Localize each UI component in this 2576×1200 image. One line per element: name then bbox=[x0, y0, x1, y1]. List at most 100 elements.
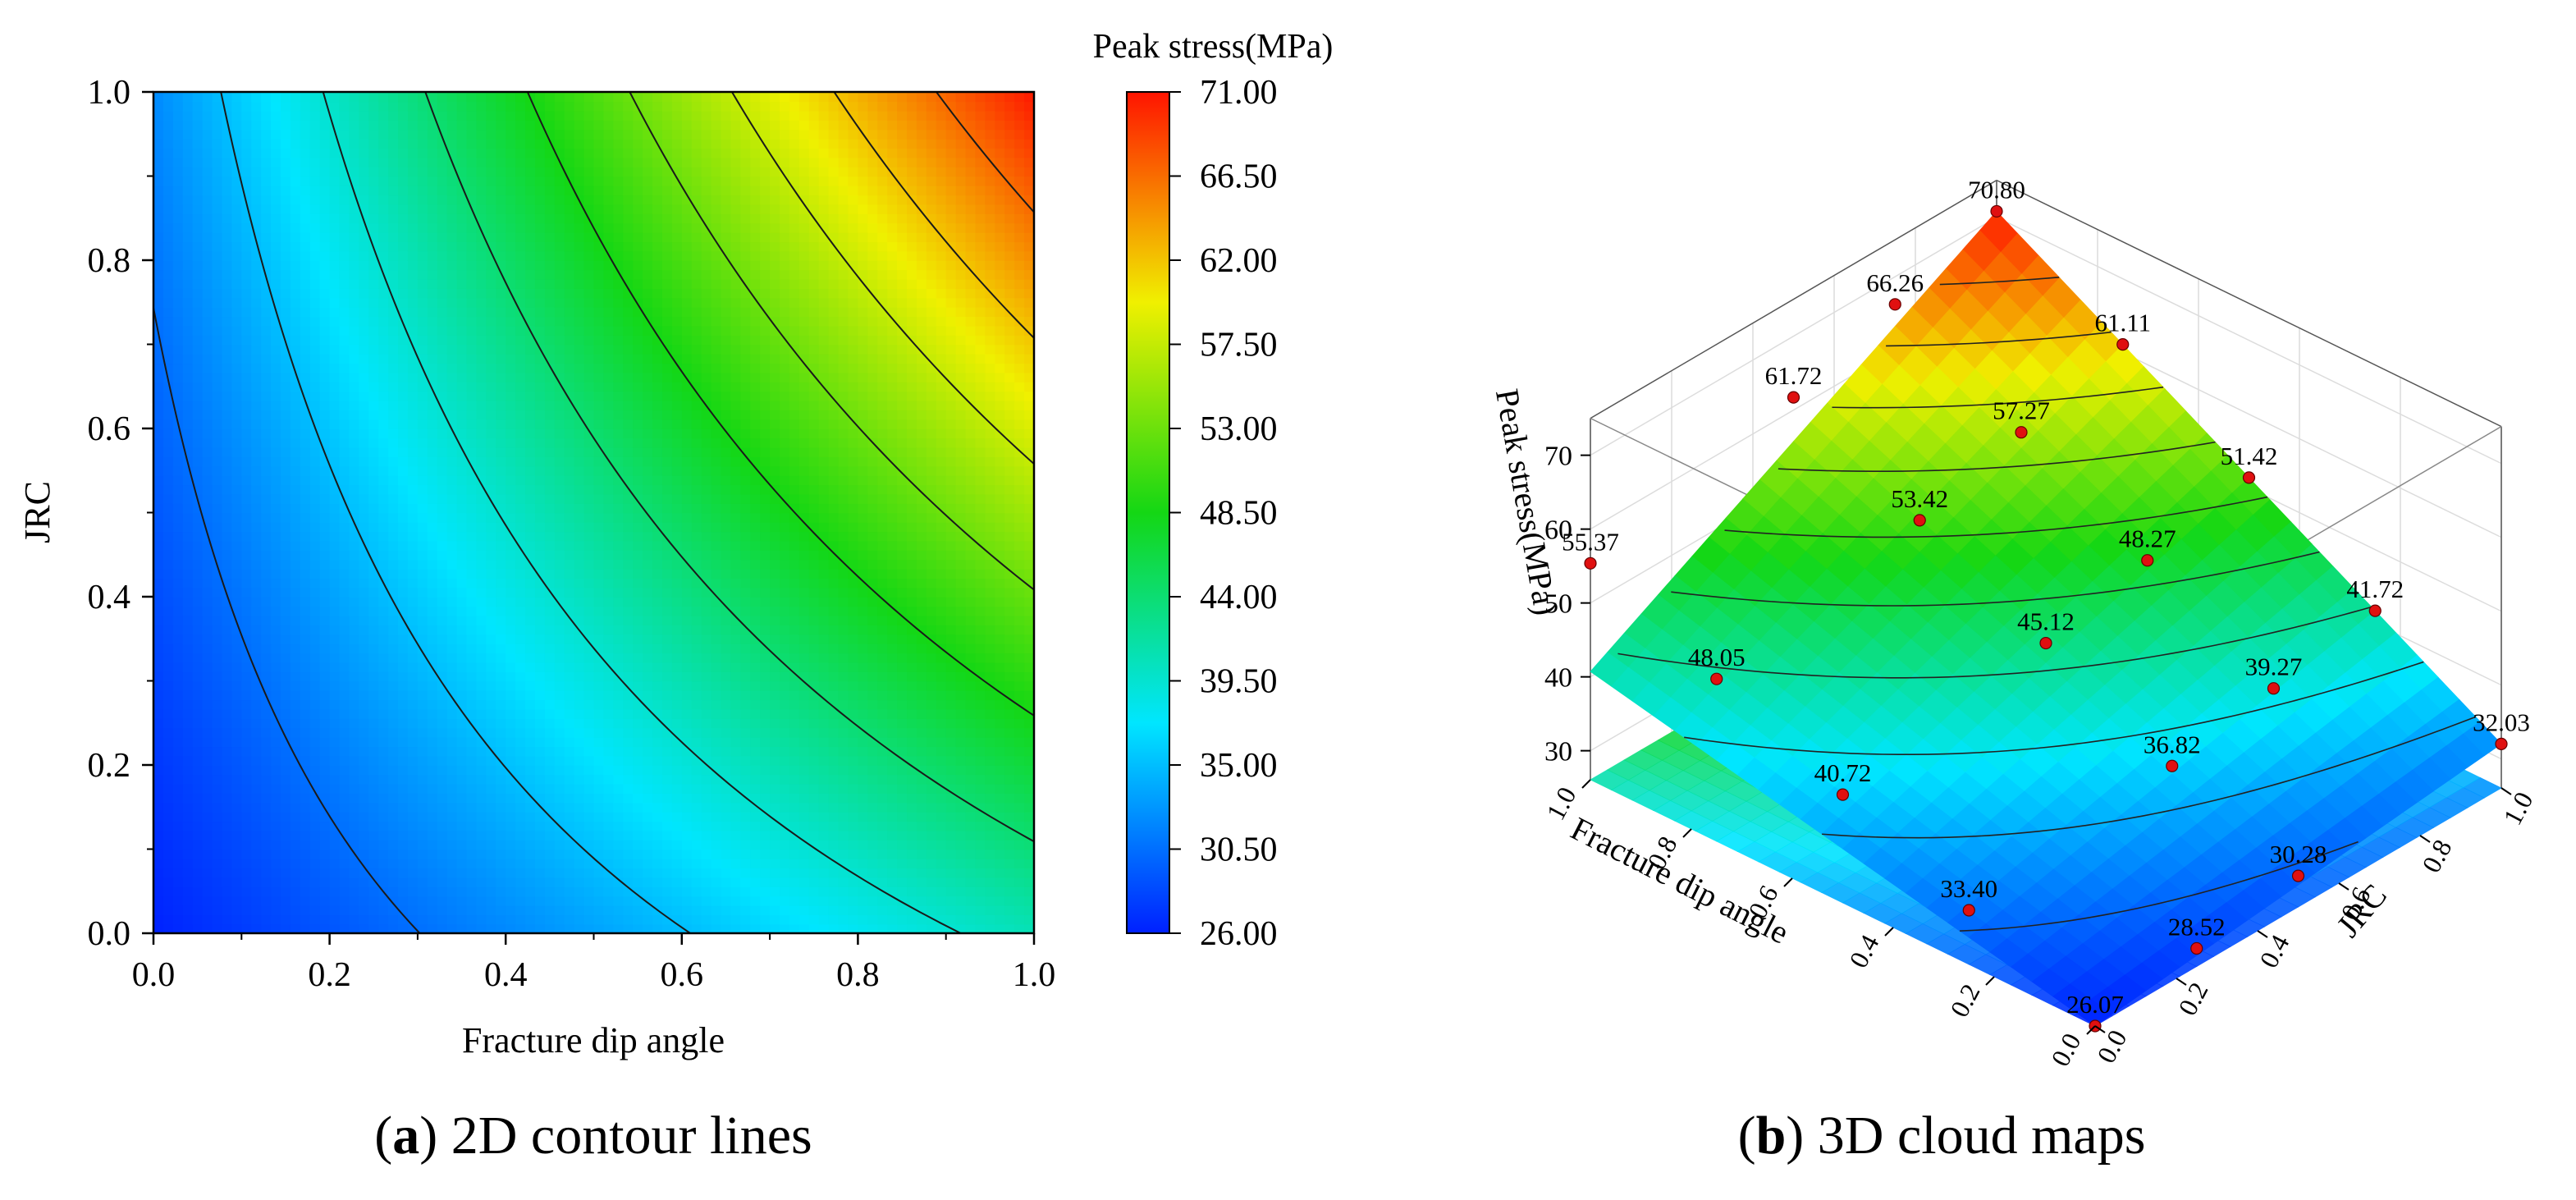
contour-cell bbox=[564, 689, 575, 701]
contour-cell bbox=[564, 391, 575, 401]
contour-cell bbox=[633, 849, 643, 859]
contour-cell bbox=[231, 474, 243, 486]
contour-cell bbox=[643, 521, 653, 533]
contour-cell bbox=[388, 830, 399, 840]
contour-cell bbox=[456, 680, 468, 691]
contour-cell bbox=[554, 484, 565, 495]
contour-cell bbox=[456, 653, 468, 663]
contour-cell bbox=[339, 914, 350, 925]
contour-cell bbox=[241, 176, 253, 186]
contour-cell bbox=[368, 765, 380, 776]
contour-cell bbox=[261, 101, 272, 112]
contour-cell bbox=[202, 269, 213, 280]
contour-cell bbox=[162, 923, 174, 933]
contour-cell bbox=[241, 615, 253, 625]
contour-cell bbox=[456, 634, 468, 644]
contour-cell bbox=[437, 746, 448, 757]
contour-cell bbox=[661, 914, 673, 925]
contour-cell bbox=[446, 671, 458, 682]
contour-cell bbox=[388, 521, 399, 533]
contour-cell bbox=[554, 335, 565, 346]
contour-cell bbox=[506, 231, 516, 243]
contour-cell bbox=[603, 297, 615, 308]
contour-cell bbox=[349, 559, 360, 570]
contour-cell bbox=[671, 886, 683, 897]
contour-cell bbox=[506, 868, 516, 878]
contour-cell bbox=[652, 923, 663, 933]
contour-cell bbox=[633, 634, 643, 644]
contour-cell bbox=[466, 363, 478, 373]
contour-cell bbox=[241, 138, 253, 149]
contour-cell bbox=[574, 316, 585, 327]
contour-cell bbox=[241, 465, 253, 476]
contour-cell bbox=[398, 400, 409, 411]
contour-cell bbox=[339, 774, 350, 785]
contour-cell bbox=[241, 195, 253, 205]
contour-cell bbox=[496, 372, 506, 382]
contour-cell bbox=[427, 167, 438, 177]
contour-cell bbox=[564, 419, 575, 429]
contour-cell bbox=[182, 410, 194, 420]
contour-cell bbox=[309, 727, 321, 738]
contour-cell bbox=[172, 811, 184, 822]
contour-cell bbox=[446, 503, 458, 514]
contour-cell bbox=[349, 120, 360, 131]
contour-cell bbox=[241, 278, 253, 289]
contour-cell bbox=[544, 615, 556, 625]
contour-cell bbox=[251, 382, 262, 392]
contour-cell bbox=[202, 410, 213, 420]
contour-cell bbox=[231, 699, 243, 710]
contour-cell bbox=[515, 101, 526, 112]
contour-cell bbox=[652, 662, 663, 672]
contour-cell bbox=[241, 335, 253, 346]
contour-cell bbox=[309, 148, 321, 158]
contour-cell bbox=[192, 437, 204, 448]
contour-cell bbox=[496, 662, 506, 672]
contour-cell bbox=[222, 886, 233, 897]
contour-cell bbox=[407, 830, 419, 840]
contour-cell bbox=[583, 278, 595, 289]
contour-cell bbox=[574, 802, 585, 813]
contour-cell bbox=[172, 587, 184, 598]
contour-cell bbox=[446, 372, 458, 382]
contour-cell bbox=[202, 718, 213, 729]
contour-cell bbox=[407, 474, 419, 486]
contour-cell bbox=[417, 195, 428, 205]
contour-cell bbox=[525, 708, 536, 719]
contour-cell bbox=[603, 185, 615, 196]
contour-cell bbox=[398, 222, 409, 233]
contour-cell bbox=[212, 222, 223, 233]
contour-cell bbox=[261, 344, 272, 355]
contour-cell bbox=[212, 101, 223, 112]
contour-cell bbox=[515, 278, 526, 289]
contour-cell bbox=[623, 195, 634, 205]
contour-cell bbox=[319, 671, 331, 682]
contour-cell bbox=[661, 606, 673, 616]
contour-cell bbox=[652, 120, 663, 131]
contour-cell bbox=[691, 597, 702, 607]
contour-cell bbox=[583, 288, 595, 299]
contour-cell bbox=[633, 746, 643, 757]
contour-cell bbox=[554, 699, 565, 710]
contour-cell bbox=[182, 718, 194, 729]
contour-cell bbox=[525, 157, 536, 167]
contour-cell bbox=[329, 306, 341, 318]
contour-cell bbox=[271, 905, 281, 916]
contour-cell bbox=[398, 868, 409, 878]
contour-cell bbox=[241, 428, 253, 439]
contour-cell bbox=[231, 634, 243, 644]
contour-cell bbox=[496, 895, 506, 906]
contour-cell bbox=[661, 568, 673, 579]
contour-cell bbox=[251, 465, 262, 476]
contour-cell bbox=[339, 811, 350, 822]
contour-cell bbox=[231, 550, 243, 561]
contour-cell bbox=[319, 110, 331, 121]
contour-cell bbox=[486, 821, 497, 831]
contour-cell bbox=[466, 568, 478, 579]
contour-cell bbox=[309, 643, 321, 654]
contour-cell bbox=[613, 167, 625, 177]
contour-cell bbox=[349, 474, 360, 486]
contour-cell bbox=[172, 157, 184, 167]
contour-cell bbox=[300, 802, 311, 813]
